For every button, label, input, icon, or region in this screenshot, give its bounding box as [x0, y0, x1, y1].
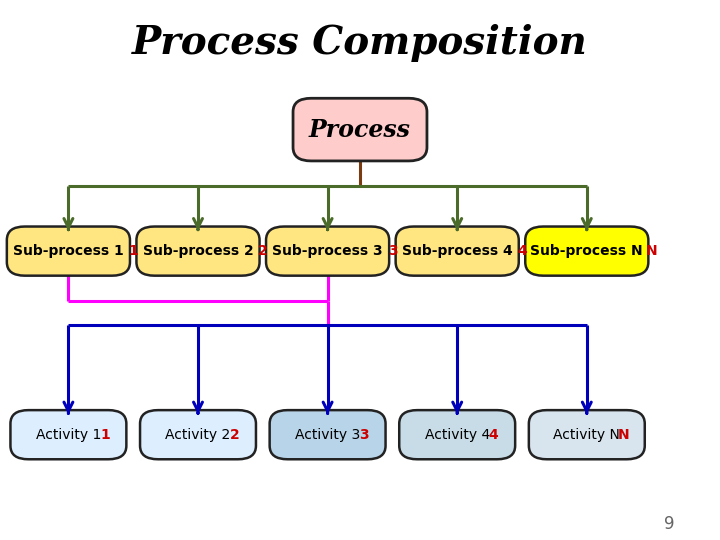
Text: Activity 2: Activity 2 [166, 428, 230, 442]
Text: Activity 4: Activity 4 [425, 428, 490, 442]
Text: Process: Process [309, 118, 411, 141]
Text: 3: 3 [359, 428, 369, 442]
Text: N: N [618, 428, 629, 442]
FancyBboxPatch shape [293, 98, 427, 161]
FancyBboxPatch shape [269, 410, 386, 459]
Text: Sub-process N: Sub-process N [531, 244, 643, 258]
Text: Activity 3: Activity 3 [295, 428, 360, 442]
Text: Activity 1: Activity 1 [36, 428, 101, 442]
FancyBboxPatch shape [7, 226, 130, 275]
FancyBboxPatch shape [396, 226, 518, 275]
Text: 4: 4 [489, 428, 498, 442]
Text: 3: 3 [388, 244, 397, 258]
FancyBboxPatch shape [266, 226, 389, 275]
Text: Sub-process 3: Sub-process 3 [272, 244, 383, 258]
Text: Sub-process 2: Sub-process 2 [143, 244, 253, 258]
Text: 1: 1 [129, 244, 138, 258]
FancyBboxPatch shape [399, 410, 516, 459]
FancyBboxPatch shape [11, 410, 127, 459]
Text: Sub-process 1: Sub-process 1 [13, 244, 124, 258]
FancyBboxPatch shape [525, 226, 648, 275]
FancyBboxPatch shape [137, 226, 260, 275]
FancyBboxPatch shape [140, 410, 256, 459]
Text: Activity N: Activity N [554, 428, 620, 442]
Text: 1: 1 [100, 428, 109, 442]
Text: 2: 2 [258, 244, 268, 258]
Text: 2: 2 [230, 428, 239, 442]
Text: 4: 4 [518, 244, 527, 258]
Text: Sub-process 4: Sub-process 4 [402, 244, 513, 258]
Text: 9: 9 [665, 515, 675, 533]
Text: Process Composition: Process Composition [132, 24, 588, 62]
FancyBboxPatch shape [528, 410, 645, 459]
Text: N: N [646, 244, 658, 258]
